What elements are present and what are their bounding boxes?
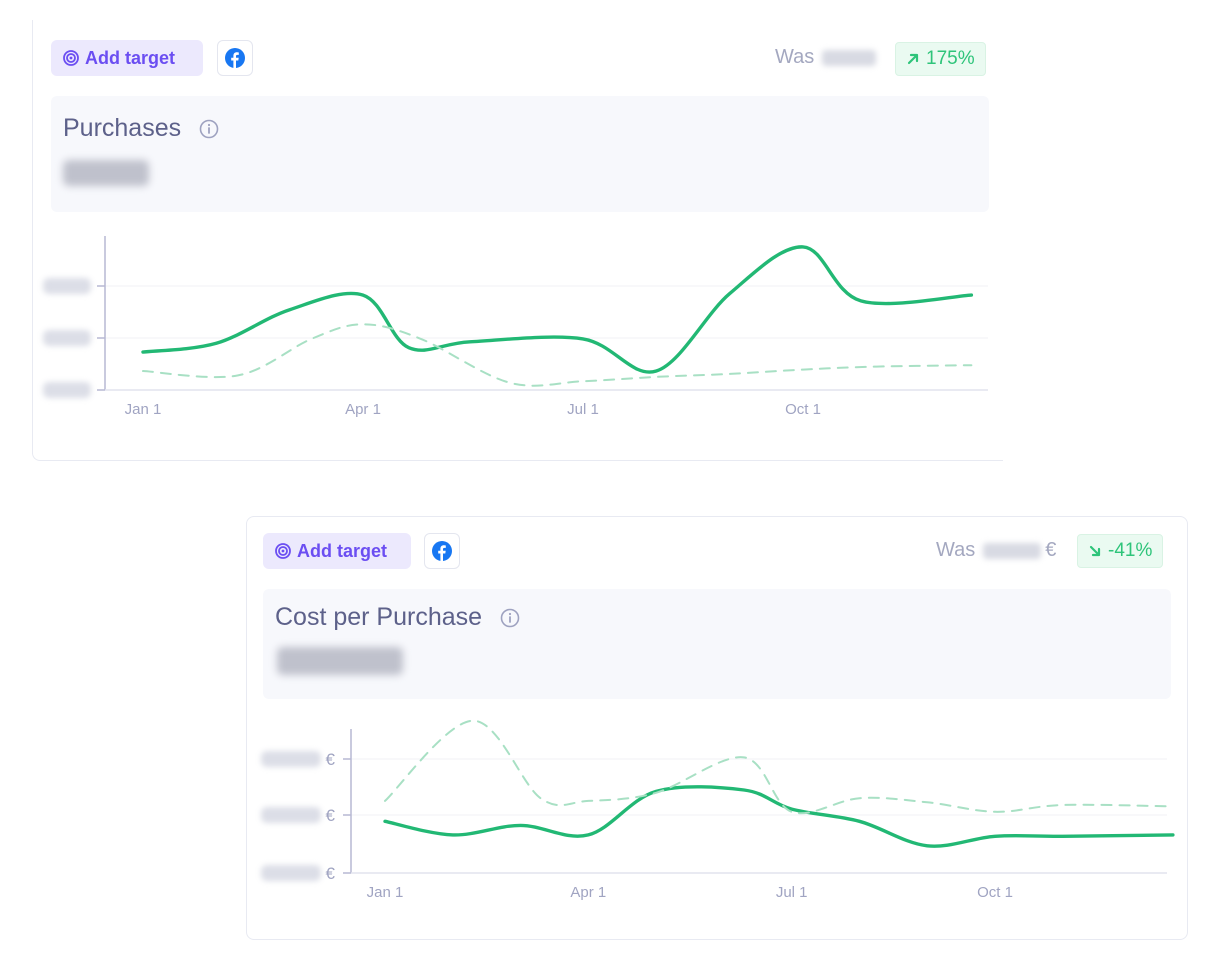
y-tick-unit: € [326,864,336,883]
x-tick-label: Jul 1 [776,884,808,901]
previous-value-redacted [822,49,877,66]
y-tick-label-redacted [43,330,91,346]
y-tick-label-redacted [261,807,321,823]
metric-header: Purchases [63,114,219,143]
target-icon [63,50,79,66]
metric-title: Cost per Purchase [275,603,483,631]
cost-per-purchase-card: Add target Was € -41% Cost per Purchase … [246,516,1188,940]
change-badge: 175% [895,42,986,76]
y-tick-unit: € [326,806,336,825]
x-tick-label: Oct 1 [977,884,1013,901]
metric-value-redacted [277,647,403,675]
metric-panel: Cost per Purchase [263,589,1171,699]
metric-title: Purchases [63,114,182,142]
current-series-line [383,785,1175,848]
x-tick-label: Apr 1 [570,884,606,901]
was-comparison: Was € [936,539,1056,562]
x-tick-label: Jul 1 [567,401,599,418]
arrow-up-right-icon [907,53,919,65]
facebook-icon [225,48,245,68]
metric-value-redacted [63,160,149,186]
add-target-button[interactable]: Add target [263,533,411,569]
comparison-series-line [384,719,1174,815]
metric-header: Cost per Purchase [275,603,520,632]
y-tick-unit: € [326,750,336,769]
change-badge: -41% [1077,534,1164,568]
x-tick-label: Jan 1 [367,884,404,901]
was-comparison: Was [775,46,877,69]
cost-per-purchase-chart: € € € Jan 1 Apr 1 Jul 1 Oct 1 [261,719,1175,901]
y-tick-label-redacted [261,751,321,767]
was-label: Was [775,46,815,68]
x-tick-label: Jan 1 [125,401,162,418]
current-series-line [141,245,974,374]
info-icon[interactable] [199,119,219,139]
was-label: Was [936,539,976,561]
change-value: -41% [1108,540,1153,561]
x-tick-label: Apr 1 [345,401,381,418]
x-tick-label: Oct 1 [785,401,821,418]
y-tick-label-redacted [43,278,91,294]
add-target-label: Add target [85,47,175,68]
purchases-card: Add target Was 175% Purchases Jan 1 Apr 1… [32,20,1003,461]
info-icon[interactable] [500,608,520,628]
facebook-icon [432,541,452,561]
facebook-button[interactable] [217,40,253,76]
purchases-chart: Jan 1 Apr 1 Jul 1 Oct 1 [43,236,988,418]
was-currency: € [1045,539,1057,561]
change-value: 175% [926,48,975,69]
add-target-button[interactable]: Add target [51,40,203,76]
y-tick-label-redacted [261,865,321,881]
previous-value-redacted [983,542,1042,559]
comparison-series-line [142,323,973,387]
add-target-label: Add target [297,540,387,561]
metric-panel: Purchases [51,96,989,212]
y-tick-label-redacted [43,382,91,398]
target-icon [275,543,291,559]
facebook-button[interactable] [424,533,460,569]
arrow-down-right-icon [1089,545,1101,557]
